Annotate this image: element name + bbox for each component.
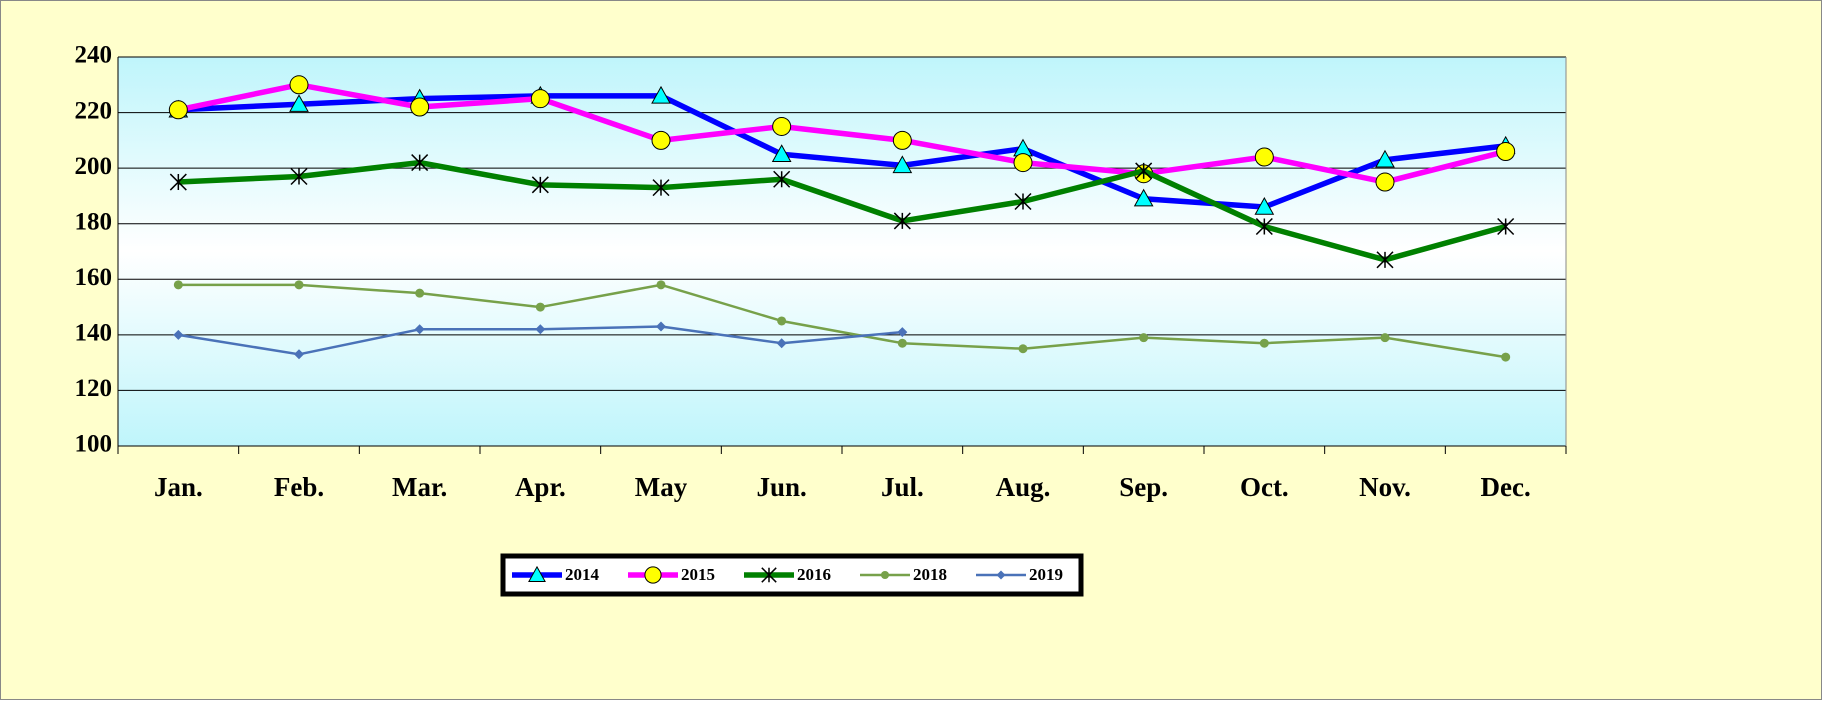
y-tick-label: 180 bbox=[75, 208, 113, 235]
marker bbox=[1018, 344, 1028, 354]
marker bbox=[410, 97, 430, 117]
x-tick-label: Nov. bbox=[1359, 472, 1411, 502]
marker bbox=[414, 324, 425, 335]
marker bbox=[531, 176, 549, 194]
marker bbox=[1013, 153, 1033, 173]
y-tick-label: 240 bbox=[75, 42, 113, 69]
x-tick-label: Jul. bbox=[881, 472, 924, 502]
marker bbox=[1139, 333, 1149, 343]
marker bbox=[530, 89, 550, 109]
marker bbox=[892, 155, 913, 174]
marker bbox=[773, 170, 791, 188]
x-tick-label: Jan. bbox=[154, 472, 203, 502]
marker bbox=[656, 280, 666, 290]
x-tick-label: Dec. bbox=[1481, 472, 1531, 502]
x-tick-label: Mar. bbox=[392, 472, 447, 502]
x-tick-label: Jun. bbox=[757, 472, 807, 502]
marker bbox=[1380, 333, 1390, 343]
marker bbox=[892, 130, 912, 150]
marker bbox=[880, 570, 890, 580]
marker bbox=[1496, 141, 1516, 161]
plot-area bbox=[118, 57, 1566, 446]
marker bbox=[528, 565, 546, 582]
marker bbox=[761, 567, 777, 583]
marker bbox=[294, 349, 304, 360]
marker bbox=[656, 321, 666, 332]
marker bbox=[776, 338, 787, 349]
legend-label: 2014 bbox=[565, 565, 600, 584]
marker bbox=[1254, 197, 1275, 215]
legend-label: 2019 bbox=[1029, 565, 1063, 584]
y-tick-label: 120 bbox=[75, 375, 113, 402]
y-tick-label: 160 bbox=[75, 264, 113, 291]
marker bbox=[294, 280, 304, 290]
marker bbox=[535, 324, 546, 335]
marker bbox=[169, 173, 187, 191]
marker bbox=[411, 154, 429, 172]
marker bbox=[897, 327, 908, 338]
marker bbox=[652, 179, 670, 197]
marker bbox=[1259, 338, 1269, 348]
marker bbox=[1376, 251, 1394, 269]
series-line bbox=[177, 82, 1507, 185]
x-tick-label: Oct. bbox=[1240, 472, 1289, 502]
y-tick-label: 200 bbox=[75, 153, 113, 180]
legend-label: 2016 bbox=[797, 565, 831, 584]
y-tick-label: 140 bbox=[75, 320, 113, 347]
series-line bbox=[178, 93, 1506, 210]
marker bbox=[1254, 147, 1274, 167]
x-tick-label: Sep. bbox=[1119, 472, 1168, 502]
series-line bbox=[178, 283, 1506, 359]
marker bbox=[777, 316, 787, 326]
x-tick-label: May bbox=[635, 472, 688, 502]
marker bbox=[1375, 149, 1395, 168]
marker bbox=[1501, 352, 1511, 362]
legend-label: 2018 bbox=[913, 565, 947, 584]
y-tick-label: 220 bbox=[75, 97, 113, 124]
marker bbox=[289, 94, 309, 112]
marker bbox=[1375, 172, 1395, 192]
x-tick-label: Feb. bbox=[274, 472, 324, 502]
marker bbox=[651, 85, 671, 104]
marker bbox=[1255, 217, 1273, 236]
marker bbox=[173, 329, 184, 340]
x-tick-label: Aug. bbox=[996, 472, 1051, 502]
marker bbox=[897, 338, 907, 348]
marker bbox=[772, 116, 792, 136]
marker bbox=[893, 212, 911, 230]
marker bbox=[644, 566, 662, 584]
marker bbox=[1135, 162, 1153, 180]
marker bbox=[415, 288, 425, 298]
marker bbox=[168, 100, 188, 120]
marker bbox=[290, 167, 308, 186]
marker bbox=[996, 570, 1006, 580]
marker bbox=[535, 302, 545, 312]
y-tick-label: 100 bbox=[75, 431, 113, 458]
marker bbox=[1014, 192, 1032, 211]
series-line bbox=[178, 159, 1507, 263]
legend-label: 2015 bbox=[681, 565, 715, 584]
marker bbox=[173, 280, 183, 290]
marker bbox=[1497, 217, 1515, 236]
marker bbox=[771, 144, 792, 162]
x-tick-label: Apr. bbox=[515, 472, 566, 502]
marker bbox=[289, 75, 309, 95]
marker bbox=[651, 130, 671, 150]
marker bbox=[1133, 188, 1154, 207]
